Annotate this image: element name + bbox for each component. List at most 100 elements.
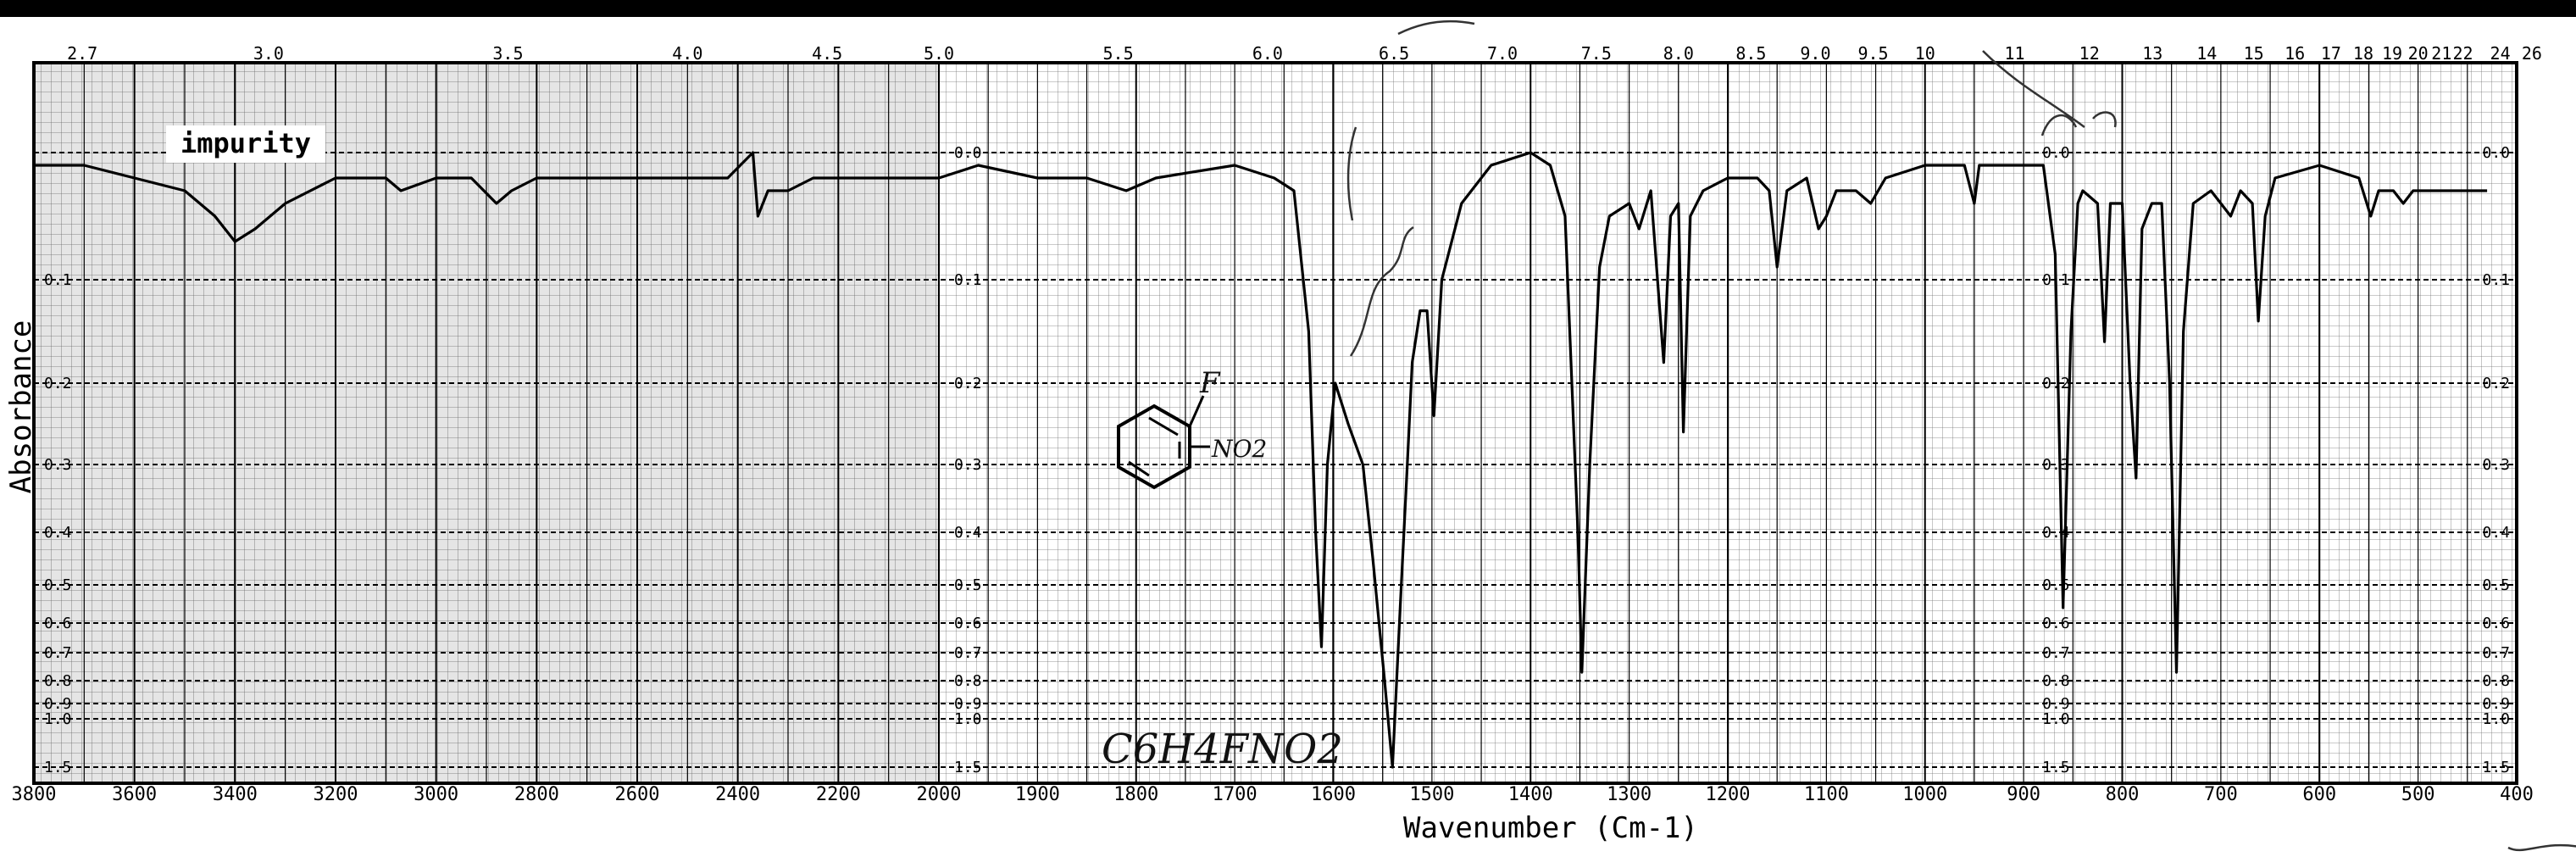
y-tick-label: 0.3: [954, 456, 982, 474]
x-tick-label: 1400: [1508, 784, 1553, 805]
y-tick-label: 1.5: [2042, 759, 2070, 776]
y-tick-label: 1.0: [2482, 710, 2510, 728]
y-tick-label: 1.0: [2042, 710, 2070, 728]
plot-area: [34, 63, 2517, 783]
x-top-tick-label: 8.5: [1735, 43, 1766, 64]
x-tick-label: 3600: [112, 784, 157, 805]
x-tick-label: 3400: [213, 784, 258, 805]
y-tick-label: 0.2: [2042, 375, 2070, 392]
y-tick-label: 0.5: [954, 576, 982, 594]
x-top-tick-label: 20: [2408, 43, 2429, 64]
x-axis-label: Wavenumber (Cm-1): [1403, 811, 1698, 845]
x-top-tick-label: 26: [2522, 43, 2542, 64]
y-tick-label: 0.3: [2482, 456, 2510, 474]
y-tick-label: 0.6: [954, 615, 982, 632]
x-tick-label: 1900: [1015, 784, 1060, 805]
y-tick-label: 1.5: [2482, 759, 2510, 776]
x-top-tick-label: 8.0: [1663, 43, 1694, 64]
molecular-formula: C6H4FNO2: [1102, 726, 1343, 773]
y-tick-label: 0.9: [954, 695, 982, 713]
y-tick-label: 0.0: [2482, 144, 2510, 162]
x-top-tick-label: 2.7: [67, 43, 97, 64]
y-tick-label: 0.7: [2042, 644, 2070, 662]
x-top-tick-label: 12: [2079, 43, 2100, 64]
x-tick-label: 2400: [715, 784, 760, 805]
x-top-tick-label: 4.5: [812, 43, 842, 64]
y-tick-label: 0.4: [44, 524, 72, 542]
y-tick-label: 0.3: [2042, 456, 2070, 474]
impurity-label-box: [166, 125, 325, 163]
y-tick-label: 0.6: [2042, 615, 2070, 632]
x-top-tick-label: 18: [2353, 43, 2373, 64]
x-top-tick-label: 16: [2285, 43, 2305, 64]
y-tick-label: 0.8: [44, 672, 72, 690]
y-tick-label: 0.8: [954, 672, 982, 690]
y-tick-label: 0.2: [2482, 375, 2510, 392]
y-tick-label: 0.7: [954, 644, 982, 662]
y-tick-label: 0.3: [44, 456, 72, 474]
x-tick-label: 1700: [1213, 784, 1257, 805]
y-tick-label: 0.0: [2042, 144, 2070, 162]
x-top-tick-label: 5.5: [1103, 43, 1134, 64]
x-tick-label: 2000: [917, 784, 962, 805]
x-top-tick-label: 10: [1915, 43, 1935, 64]
fluorine-label: F: [1199, 366, 1221, 400]
x-top-tick-label: 19: [2382, 43, 2402, 64]
y-axis-label: Absorbance: [4, 320, 38, 494]
x-tick-label: 2600: [615, 784, 660, 805]
y-tick-label: 0.4: [2042, 524, 2070, 542]
series-line-spectrum: [34, 151, 2488, 769]
y-tick-label: 0.1: [954, 271, 982, 289]
x-tick-label: 1500: [1409, 784, 1454, 805]
handwritten-scribbles: [1346, 19, 2576, 852]
x-tick-label: 3000: [414, 784, 458, 805]
y-tick-label: 0.6: [2482, 615, 2510, 632]
x-top-tick-label: 9.0: [1800, 43, 1830, 64]
x-tick-label: 2200: [816, 784, 861, 805]
x-top-tick-label: 24: [2490, 43, 2511, 64]
x-top-tick-label: 6.5: [1379, 43, 1409, 64]
y-tick-label: 0.8: [2482, 672, 2510, 690]
y-tick-label: 1.5: [954, 759, 982, 776]
y-tick-label: 0.2: [954, 375, 982, 392]
y-tick-label: 0.2: [44, 375, 72, 392]
x-tick-label: 1100: [1804, 784, 1849, 805]
y-tick-label: 0.5: [2042, 576, 2070, 594]
x-tick-label: 1600: [1311, 784, 1356, 805]
x-top-tick-label: 11: [2004, 43, 2024, 64]
y-tick-label: 0.5: [44, 576, 72, 594]
x-tick-label: 1800: [1113, 784, 1158, 805]
y-tick-label: 0.5: [2482, 576, 2510, 594]
benzene-ring-double-bond: [1148, 416, 1179, 437]
x-top-tick-label: 14: [2196, 43, 2217, 64]
y-tick-label: 0.9: [2482, 695, 2510, 713]
x-top-tick-label: 6.0: [1252, 43, 1283, 64]
x-top-tick-label: 21: [2431, 43, 2451, 64]
plot-frame: [32, 61, 2518, 785]
grid-lines: [33, 63, 2518, 783]
x-top-tick-label: 3.0: [253, 43, 284, 64]
x-tick-label: 1300: [1607, 784, 1652, 805]
x-tick-label: 2800: [514, 784, 559, 805]
y-tick-label: 0.4: [954, 524, 982, 542]
y-tick-label: 0.1: [2482, 271, 2510, 289]
x-top-tick-label: 3.5: [492, 43, 523, 64]
x-top-tick-label: 7.5: [1581, 43, 1612, 64]
annotation-impurity: impurity: [180, 127, 311, 159]
y-tick-label: 1.0: [954, 710, 982, 728]
x-top-tick-label: 17: [2321, 43, 2341, 64]
y-tick-label: 0.1: [44, 271, 72, 289]
benzene-ring-structure: F NO2: [1117, 366, 1267, 490]
nitro-label: NO2: [1211, 435, 1267, 463]
y-tick-label: 0.8: [2042, 672, 2070, 690]
x-tick-label: 800: [2106, 784, 2140, 805]
y-tick-label: 0.7: [2482, 644, 2510, 662]
x-tick-label: 1000: [1902, 784, 1947, 805]
y-tick-label: 0.0: [954, 144, 982, 162]
x-top-tick-label: 13: [2142, 43, 2162, 64]
x-top-tick-label: 22: [2452, 43, 2473, 64]
x-tick-label: 600: [2302, 784, 2336, 805]
x-top-tick-label: 5.0: [924, 43, 954, 64]
x-tick-label: 500: [2401, 784, 2435, 805]
